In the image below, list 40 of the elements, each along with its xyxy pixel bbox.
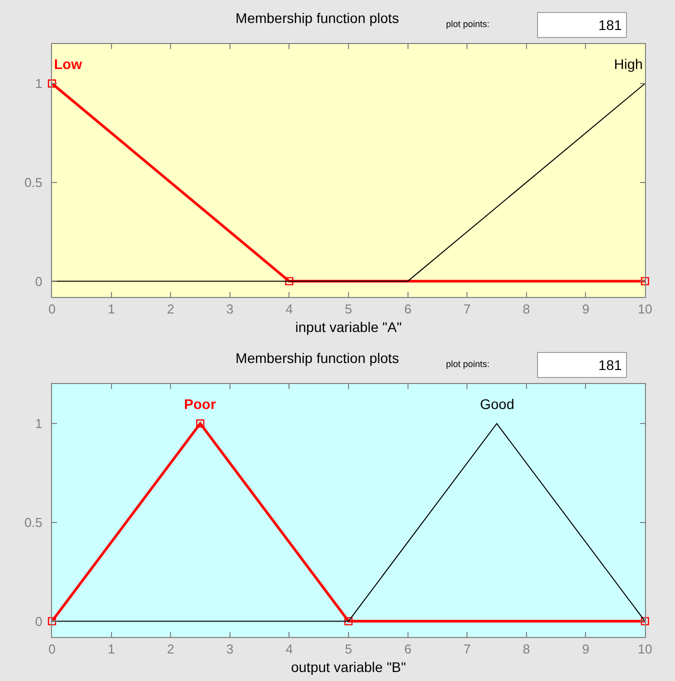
x-tick-label: 7	[463, 302, 471, 317]
x-tick-label: 0	[48, 302, 56, 317]
x-tick-label: 0	[48, 642, 56, 657]
y-tick-label: 0	[35, 614, 42, 629]
series-label: High	[614, 56, 643, 72]
text: plot points:	[446, 19, 490, 29]
y-tick-label: 0	[35, 274, 42, 289]
x-tick-label: 4	[286, 302, 293, 317]
x-tick-label: 5	[344, 642, 352, 657]
x-tick-label: 3	[226, 302, 234, 317]
x-tick-label: 5	[344, 302, 352, 317]
text: 181	[598, 17, 622, 33]
x-tick-label: 4	[286, 642, 293, 657]
x-tick-label: 2	[166, 302, 174, 317]
x-tick-label: 10	[638, 302, 652, 317]
x-tick-label: 9	[582, 642, 590, 657]
series-label: Poor	[184, 396, 216, 412]
y-tick-label: 0.5	[24, 514, 42, 530]
x-axis-title: input variable "A"	[295, 318, 402, 335]
x-axis-title: output variable "B"	[290, 658, 406, 675]
x-tick-label: 8	[522, 302, 530, 317]
x-tick-label: 1	[108, 642, 115, 657]
chart-title: Membership function plots	[236, 350, 399, 366]
series-label: Low	[54, 56, 82, 72]
x-tick-label: 10	[638, 642, 652, 657]
x-tick-label: 9	[582, 302, 590, 317]
series-label: Good	[480, 396, 514, 412]
text: plot points:	[446, 359, 490, 369]
x-tick-label: 6	[404, 302, 412, 317]
y-tick-label: 1	[35, 76, 42, 92]
text: 181	[598, 357, 622, 373]
y-tick-label: 1	[35, 416, 42, 432]
y-tick-label: 0.5	[24, 174, 42, 190]
x-tick-label: 2	[166, 642, 174, 657]
x-tick-label: 6	[404, 642, 412, 657]
x-tick-label: 3	[226, 642, 234, 657]
chart-title: Membership function plots	[236, 10, 399, 26]
x-tick-label: 8	[522, 642, 530, 657]
x-tick-label: 1	[108, 302, 115, 317]
x-tick-label: 7	[463, 642, 471, 657]
